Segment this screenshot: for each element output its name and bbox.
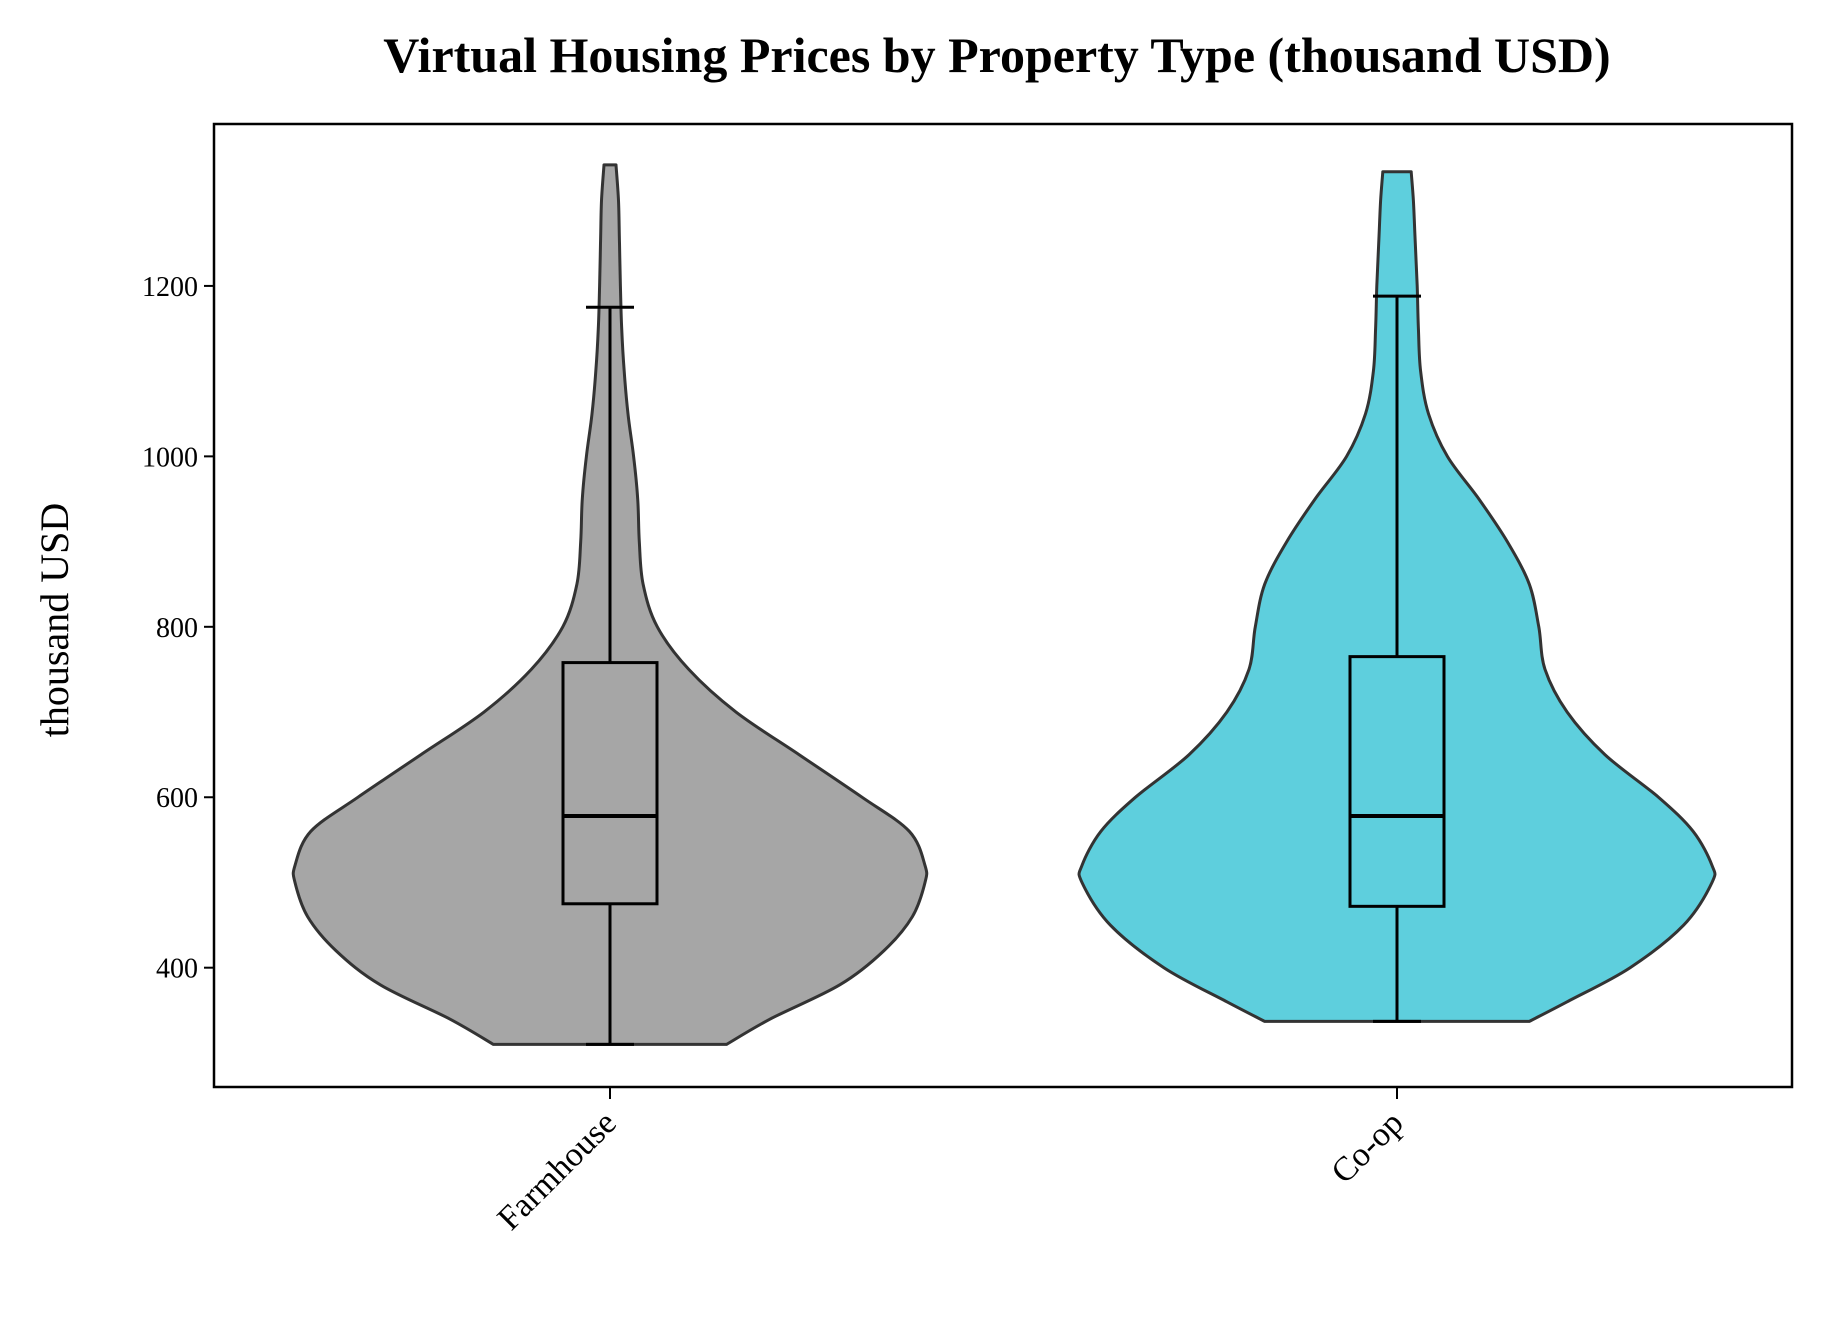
x-tick-label-co-op: Co-op <box>1324 1104 1410 1190</box>
plot-frame <box>212 122 1794 1089</box>
y-axis-label: thousand USD <box>32 503 77 737</box>
y-tick-label: 1000 <box>142 442 198 473</box>
iqr-box-farmhouse <box>561 661 659 906</box>
x-tick-label-farmhouse: Farmhouse <box>491 1104 624 1237</box>
y-tick-label: 1200 <box>142 272 198 303</box>
iqr-box-co-op <box>1348 655 1446 908</box>
plot-area <box>291 163 1717 1046</box>
y-axis: 400 600 800 1000 1200 <box>142 272 214 985</box>
x-axis: Farmhouse Co-op <box>491 1087 1411 1237</box>
y-tick-label: 400 <box>156 954 198 985</box>
y-tick-label: 800 <box>156 613 198 644</box>
y-tick-label: 600 <box>156 783 198 814</box>
chart-title: Virtual Housing Prices by Property Type … <box>383 27 1610 83</box>
